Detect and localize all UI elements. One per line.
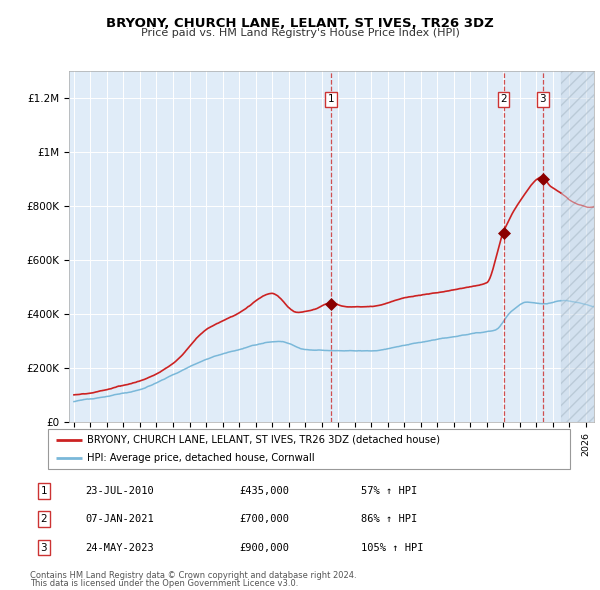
Bar bbox=[561, 71, 594, 422]
Text: 57% ↑ HPI: 57% ↑ HPI bbox=[361, 486, 418, 496]
Text: This data is licensed under the Open Government Licence v3.0.: This data is licensed under the Open Gov… bbox=[30, 579, 298, 588]
FancyBboxPatch shape bbox=[48, 429, 570, 469]
Text: BRYONY, CHURCH LANE, LELANT, ST IVES, TR26 3DZ: BRYONY, CHURCH LANE, LELANT, ST IVES, TR… bbox=[106, 17, 494, 30]
Text: Price paid vs. HM Land Registry's House Price Index (HPI): Price paid vs. HM Land Registry's House … bbox=[140, 28, 460, 38]
Text: BRYONY, CHURCH LANE, LELANT, ST IVES, TR26 3DZ (detached house): BRYONY, CHURCH LANE, LELANT, ST IVES, TR… bbox=[87, 435, 440, 445]
Text: 3: 3 bbox=[539, 94, 546, 104]
Text: £435,000: £435,000 bbox=[240, 486, 290, 496]
Text: 86% ↑ HPI: 86% ↑ HPI bbox=[361, 514, 418, 524]
Text: 07-JAN-2021: 07-JAN-2021 bbox=[85, 514, 154, 524]
Text: 24-MAY-2023: 24-MAY-2023 bbox=[85, 543, 154, 552]
Text: HPI: Average price, detached house, Cornwall: HPI: Average price, detached house, Corn… bbox=[87, 453, 315, 463]
Text: 3: 3 bbox=[40, 543, 47, 552]
Text: 1: 1 bbox=[328, 94, 334, 104]
Text: 1: 1 bbox=[40, 486, 47, 496]
Text: 105% ↑ HPI: 105% ↑ HPI bbox=[361, 543, 424, 552]
Text: 2: 2 bbox=[500, 94, 507, 104]
Text: Contains HM Land Registry data © Crown copyright and database right 2024.: Contains HM Land Registry data © Crown c… bbox=[30, 571, 356, 579]
Text: £900,000: £900,000 bbox=[240, 543, 290, 552]
Text: 2: 2 bbox=[40, 514, 47, 524]
Text: 23-JUL-2010: 23-JUL-2010 bbox=[85, 486, 154, 496]
Text: £700,000: £700,000 bbox=[240, 514, 290, 524]
Bar bbox=[561, 71, 594, 422]
